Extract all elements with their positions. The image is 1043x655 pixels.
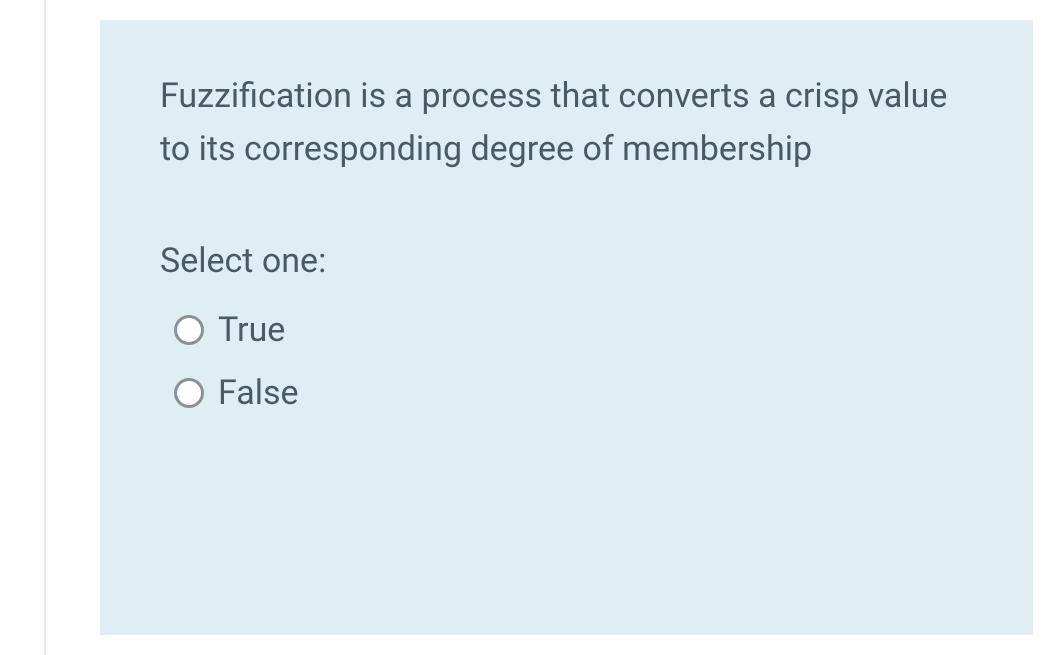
radio-true[interactable] (174, 315, 204, 345)
page-container: Fuzzification is a process that converts… (0, 0, 1043, 655)
question-text: Fuzzification is a process that converts… (160, 70, 973, 175)
select-prompt: Select one: (160, 235, 973, 288)
radio-false[interactable] (174, 378, 204, 408)
question-panel: Fuzzification is a process that converts… (100, 20, 1033, 635)
option-true-label[interactable]: True (218, 310, 285, 351)
left-divider (44, 0, 46, 655)
option-false-label[interactable]: False (218, 373, 299, 414)
option-false[interactable]: False (160, 373, 973, 414)
option-true[interactable]: True (160, 310, 973, 351)
